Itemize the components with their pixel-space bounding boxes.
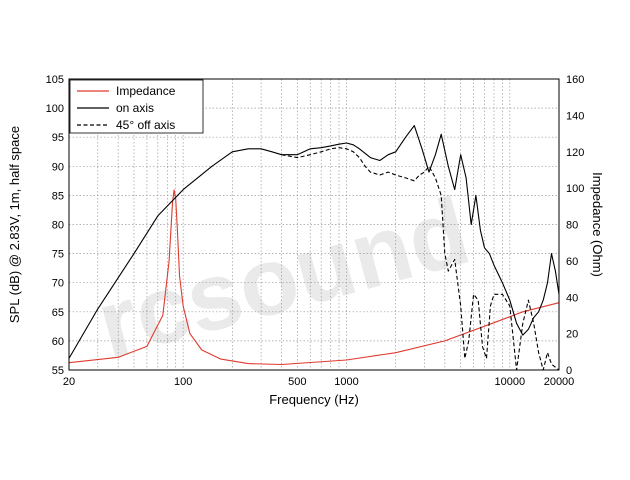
y-left-tick-label: 75 <box>52 249 64 261</box>
y-axis-right-label: Impedance (Ohm) <box>590 172 605 277</box>
y-left-tick-label: 100 <box>46 103 64 115</box>
y-right-tick-label: 40 <box>566 292 578 304</box>
series-layer <box>68 125 560 371</box>
y-right-tick-label: 20 <box>566 329 578 341</box>
series-line-2 <box>281 147 560 371</box>
legend: Impedance on axis 45° off axis <box>69 79 204 134</box>
y-right-tick-label: 120 <box>566 147 584 159</box>
y-left-tick-label: 105 <box>46 74 64 86</box>
y-right-tick-label: 0 <box>566 365 572 377</box>
plot-frame <box>68 78 560 371</box>
legend-label: Impedance <box>116 84 176 98</box>
legend-label: 45° off axis <box>116 118 175 132</box>
y-left-tick-label: 85 <box>52 190 64 202</box>
y-left-tick-label: 60 <box>52 336 64 348</box>
y-right-tick-label: 100 <box>566 183 584 195</box>
x-tick-label: 20 <box>63 376 75 388</box>
y-left-tick-label: 55 <box>52 365 64 377</box>
y-left-tick-label: 90 <box>52 161 64 173</box>
x-tick-label: 20000 <box>544 376 575 388</box>
grid <box>69 79 559 370</box>
y-left-tick-label: 80 <box>52 220 64 232</box>
y-axis-left-label: SPL (dB) @ 2.83V, 1m, half space <box>7 126 22 323</box>
y-left-tick-label: 65 <box>52 307 64 319</box>
x-tick-label: 1000 <box>334 376 358 388</box>
tick-labels: 20 100 500 1000 10000 20000556065707580859095… <box>46 74 585 388</box>
legend-box <box>69 79 204 134</box>
watermark: rcsound <box>87 177 480 378</box>
x-tick-label: 500 <box>288 376 306 388</box>
x-axis-label: Frequency (Hz) <box>269 392 359 407</box>
y-right-tick-label: 140 <box>566 110 584 122</box>
y-left-tick-label: 95 <box>52 132 64 144</box>
legend-label: on axis <box>116 101 154 115</box>
y-left-tick-label: 70 <box>52 278 64 290</box>
y-right-tick-label: 80 <box>566 220 578 232</box>
series-line-0 <box>68 189 560 366</box>
y-right-tick-label: 160 <box>566 74 584 86</box>
y-right-tick-label: 60 <box>566 256 578 268</box>
x-tick-label: 10000 <box>495 376 526 388</box>
series-line-1 <box>68 125 560 359</box>
x-tick-label: 100 <box>174 376 192 388</box>
